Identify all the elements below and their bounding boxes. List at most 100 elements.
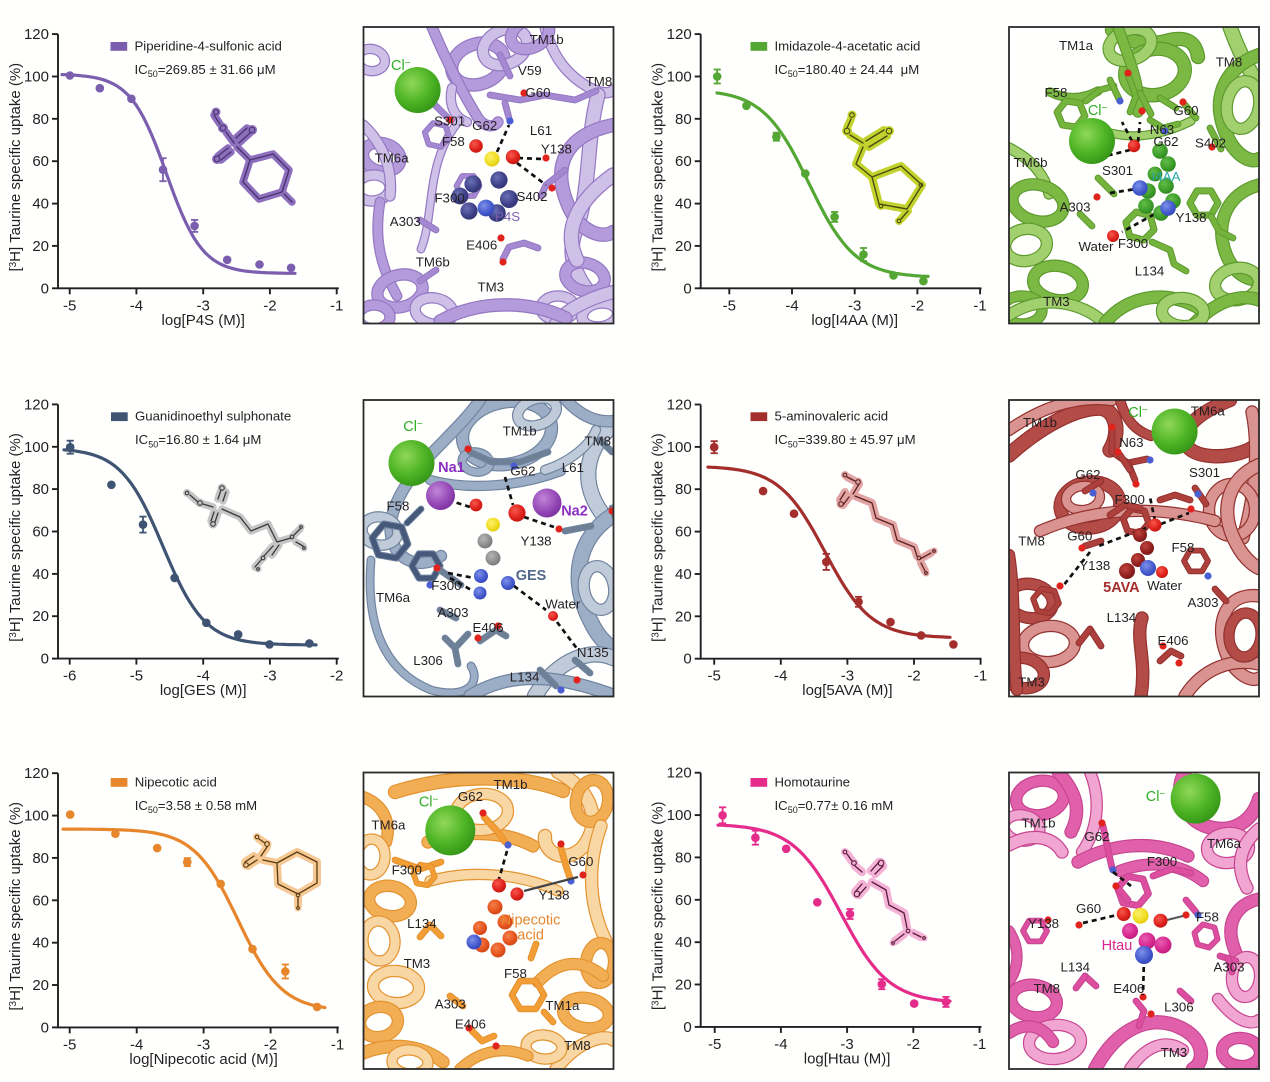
- svg-text:IC50=0.77± 0.16 mM: IC50=0.77± 0.16 mM: [775, 798, 894, 815]
- svg-text:F300: F300: [1147, 854, 1177, 869]
- svg-text:0: 0: [41, 280, 49, 297]
- svg-text:IC50=269.85 ± 31.66 μM: IC50=269.85 ± 31.66 μM: [135, 62, 276, 79]
- svg-text:-5: -5: [723, 297, 736, 314]
- svg-text:E406: E406: [472, 620, 503, 635]
- svg-text:G60: G60: [568, 854, 593, 869]
- svg-text:-1: -1: [330, 297, 343, 314]
- svg-text:[3H] Taurine specific uptake (: [3H] Taurine specific uptake (%): [650, 433, 667, 642]
- svg-text:F58: F58: [504, 966, 527, 981]
- svg-text:TM6a: TM6a: [371, 817, 406, 832]
- svg-text:L306: L306: [1164, 1000, 1194, 1015]
- svg-text:5AVA: 5AVA: [1103, 580, 1140, 596]
- svg-text:Imidazole-4-acetatic acid: Imidazole-4-acetatic acid: [775, 38, 921, 53]
- svg-text:20: 20: [675, 608, 692, 625]
- svg-text:G62: G62: [1084, 829, 1109, 844]
- svg-text:A303: A303: [390, 214, 421, 229]
- svg-text:IC50=339.80 ± 45.97 μM: IC50=339.80 ± 45.97 μM: [775, 432, 916, 449]
- svg-text:L61: L61: [562, 460, 584, 475]
- svg-text:TM8: TM8: [564, 1038, 591, 1053]
- svg-text:60: 60: [32, 524, 49, 541]
- svg-text:G62: G62: [1153, 134, 1178, 149]
- svg-text:Nipecotic acid: Nipecotic acid: [135, 774, 217, 789]
- svg-text:TM3: TM3: [404, 956, 431, 971]
- svg-text:Homotaurine: Homotaurine: [775, 774, 851, 789]
- svg-text:F300: F300: [1115, 492, 1145, 507]
- svg-text:0: 0: [41, 1019, 49, 1036]
- svg-text:TM1b: TM1b: [530, 32, 564, 47]
- svg-text:TM3: TM3: [1161, 1045, 1188, 1060]
- svg-text:0: 0: [41, 651, 49, 668]
- svg-text:L61: L61: [530, 123, 552, 138]
- svg-text:A303: A303: [1187, 595, 1218, 610]
- svg-text:G62: G62: [472, 118, 497, 133]
- svg-text:80: 80: [32, 481, 49, 498]
- svg-text:E406: E406: [1157, 633, 1188, 648]
- svg-text:L134: L134: [407, 916, 437, 931]
- svg-text:TM8: TM8: [1216, 55, 1243, 70]
- svg-text:G60: G60: [1067, 529, 1092, 544]
- svg-text:40: 40: [675, 934, 692, 951]
- svg-text:-3: -3: [840, 1036, 853, 1053]
- svg-text:F300: F300: [1118, 236, 1148, 251]
- svg-text:-3: -3: [197, 1036, 210, 1053]
- svg-text:120: 120: [24, 396, 49, 413]
- svg-text:-5: -5: [130, 668, 143, 685]
- svg-text:S402: S402: [1195, 136, 1226, 151]
- svg-text:120: 120: [24, 26, 49, 43]
- svg-text:-2: -2: [907, 668, 920, 685]
- svg-text:20: 20: [675, 238, 692, 255]
- svg-text:Y138: Y138: [538, 888, 569, 903]
- svg-text:-3: -3: [841, 668, 854, 685]
- svg-text:IC50=16.80 ± 1.64 μM: IC50=16.80 ± 1.64 μM: [135, 432, 261, 449]
- svg-text:100: 100: [24, 808, 49, 825]
- svg-text:N63: N63: [1150, 122, 1174, 137]
- svg-text:-3: -3: [197, 297, 210, 314]
- svg-text:F300: F300: [431, 578, 461, 593]
- svg-text:F58: F58: [1172, 540, 1195, 555]
- svg-text:E406: E406: [1113, 981, 1144, 996]
- svg-text:E406: E406: [455, 1016, 486, 1031]
- svg-text:[3H] Taurine specific uptake (: [3H] Taurine specific uptake (%): [7, 63, 24, 272]
- svg-text:-2: -2: [907, 1036, 920, 1053]
- svg-text:F300: F300: [434, 190, 464, 205]
- svg-text:60: 60: [675, 892, 692, 909]
- svg-text:20: 20: [32, 608, 49, 625]
- svg-text:Nipecotic: Nipecotic: [501, 913, 561, 929]
- svg-text:log[P4S (M)]: log[P4S (M)]: [162, 312, 245, 329]
- svg-text:G60: G60: [525, 85, 550, 100]
- svg-text:-3: -3: [263, 668, 276, 685]
- svg-text:IC50=3.58 ± 0.58 mM: IC50=3.58 ± 0.58 mM: [135, 798, 257, 815]
- svg-text:L134: L134: [1107, 610, 1137, 625]
- svg-text:120: 120: [667, 397, 692, 414]
- svg-text:-1: -1: [973, 1036, 986, 1053]
- svg-text:20: 20: [32, 977, 49, 994]
- svg-text:TM1b: TM1b: [503, 424, 537, 439]
- svg-text:60: 60: [32, 153, 49, 170]
- svg-text:100: 100: [24, 439, 49, 456]
- svg-text:TM6a: TM6a: [1191, 404, 1226, 419]
- svg-text:80: 80: [675, 849, 692, 866]
- svg-text:Y138: Y138: [1028, 916, 1059, 931]
- svg-text:Htau: Htau: [1102, 938, 1133, 954]
- svg-text:TM3: TM3: [477, 280, 504, 295]
- svg-text:TM1b: TM1b: [494, 777, 528, 792]
- svg-text:-4: -4: [197, 668, 210, 685]
- svg-text:-6: -6: [63, 668, 76, 685]
- svg-text:F58: F58: [1196, 909, 1219, 924]
- svg-text:100: 100: [24, 69, 49, 86]
- svg-text:-2: -2: [264, 1036, 277, 1053]
- svg-text:TM6a: TM6a: [1207, 836, 1242, 851]
- svg-text:0: 0: [683, 1019, 691, 1036]
- svg-text:-1: -1: [331, 1036, 344, 1053]
- svg-text:60: 60: [32, 892, 49, 909]
- svg-text:80: 80: [675, 111, 692, 128]
- svg-text:-3: -3: [848, 297, 861, 314]
- svg-text:log[5AVA (M)]: log[5AVA (M)]: [802, 682, 892, 699]
- svg-text:-5: -5: [708, 668, 721, 685]
- svg-text:-4: -4: [785, 297, 798, 314]
- svg-text:N63: N63: [1119, 435, 1143, 450]
- svg-text:5-aminovaleric acid: 5-aminovaleric acid: [775, 409, 889, 424]
- svg-text:G60: G60: [1173, 103, 1198, 118]
- svg-text:TM6b: TM6b: [416, 254, 450, 269]
- svg-text:Water: Water: [545, 597, 581, 612]
